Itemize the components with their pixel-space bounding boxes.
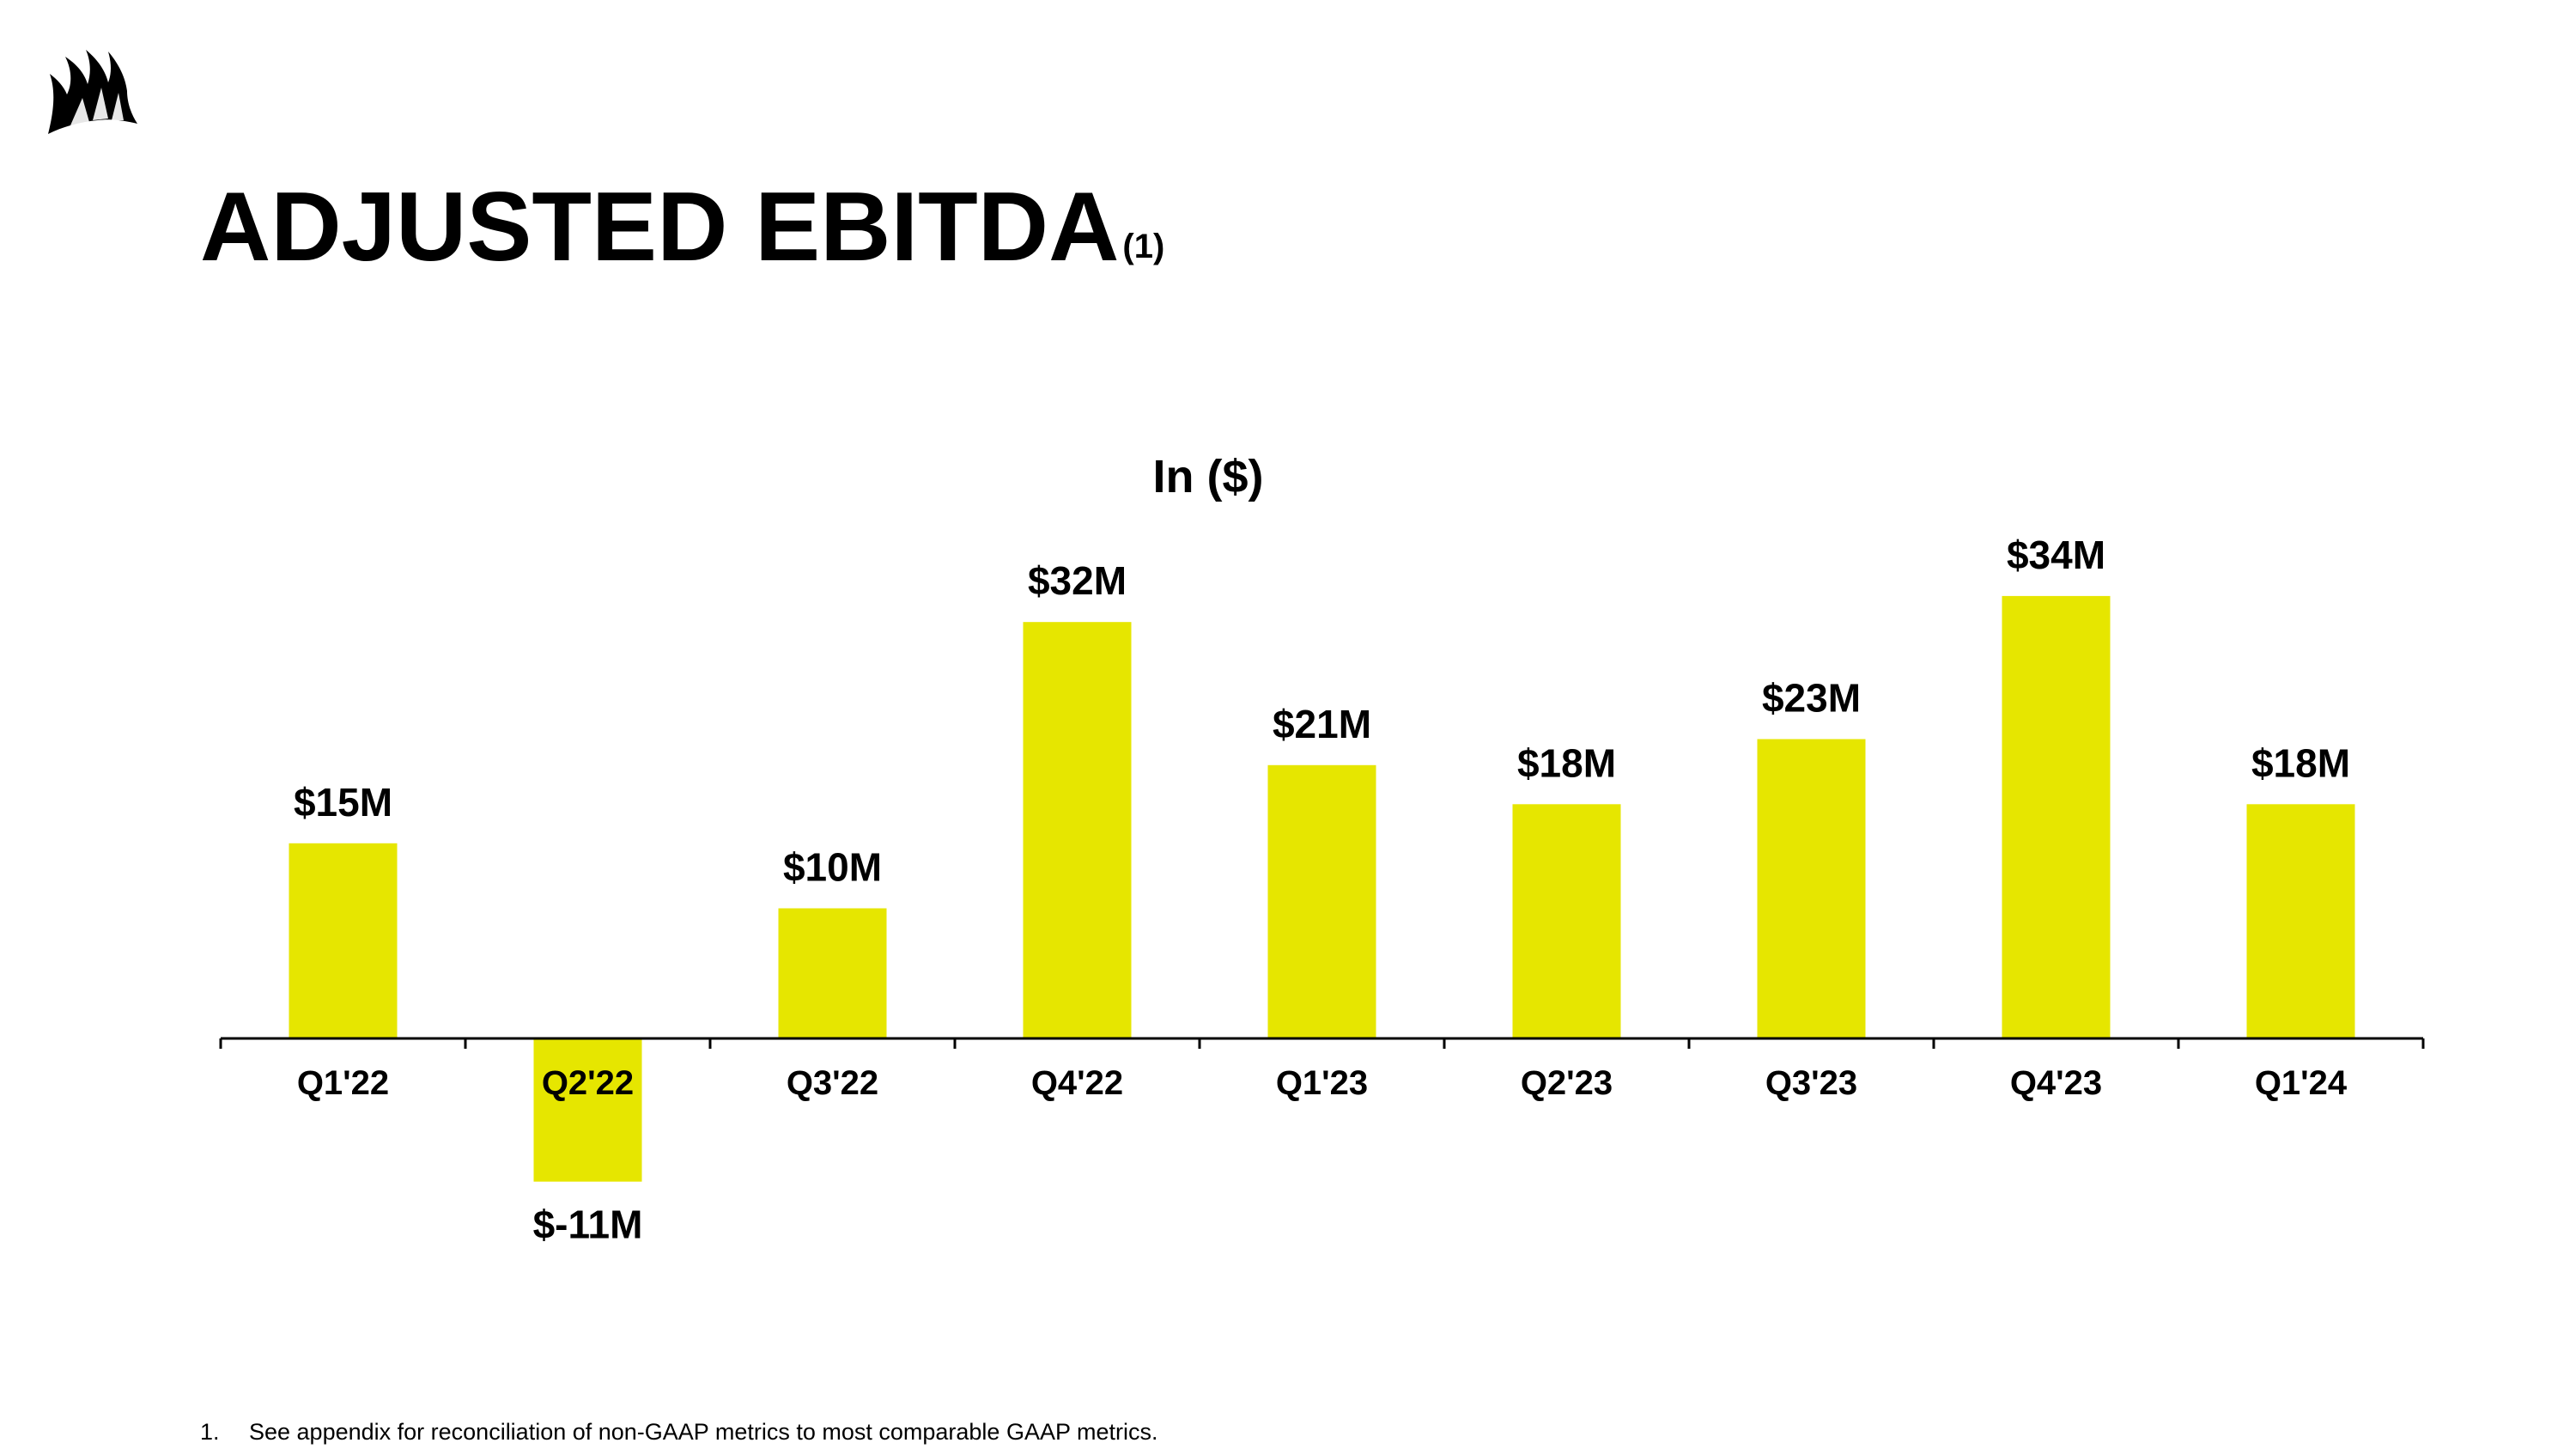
bar-3 <box>1023 622 1132 1038</box>
data-labels: $15M $-11M $10M $32M $21M $18M $23M $34M $18M <box>294 533 2350 1247</box>
x-axis-tick-labels: Q1'22 Q2'22 Q3'22 Q4'22 Q1'23 Q2'23 Q3'23 Q4'23… <box>297 1064 2348 1102</box>
bar-2 <box>778 908 887 1038</box>
x-tick-label-1: Q2'22 <box>542 1064 634 1102</box>
data-label-1: $-11M <box>533 1202 643 1247</box>
x-tick-label-4: Q1'23 <box>1276 1064 1368 1102</box>
bar-1 <box>533 1038 642 1182</box>
bar-5 <box>1512 804 1621 1038</box>
data-label-0: $15M <box>294 780 392 825</box>
chart-title: In ($) <box>1153 451 1264 502</box>
data-label-4: $21M <box>1273 702 1371 746</box>
x-tick-label-8: Q1'24 <box>2255 1064 2348 1102</box>
bar-6 <box>1757 739 1866 1038</box>
footnote-number: 1. <box>200 1419 220 1445</box>
data-label-6: $23M <box>1762 676 1861 721</box>
sail-logo-icon <box>48 50 137 134</box>
x-tick-label-2: Q3'22 <box>787 1064 878 1102</box>
data-label-7: $34M <box>2007 533 2105 577</box>
title-footnote-marker: (1) <box>1122 228 1165 265</box>
bar-4 <box>1267 764 1376 1038</box>
page-title-text: ADJUSTED EBITDA <box>200 173 1120 282</box>
footnote: 1. See appendix for reconciliation of non… <box>200 1418 1157 1446</box>
data-label-3: $32M <box>1028 558 1127 603</box>
data-label-8: $18M <box>2251 740 2350 785</box>
x-tick-label-0: Q1'22 <box>297 1064 389 1102</box>
x-axis <box>219 1037 2425 1049</box>
footnote-text: See appendix for reconciliation of non-G… <box>249 1419 1158 1445</box>
bar-8 <box>2246 804 2355 1038</box>
x-tick-label-5: Q2'23 <box>1521 1064 1613 1102</box>
data-label-5: $18M <box>1517 740 1616 785</box>
data-label-2: $10M <box>783 845 882 890</box>
bar-group <box>289 595 2355 1182</box>
x-tick-label-7: Q4'23 <box>2010 1064 2102 1102</box>
x-tick-label-3: Q4'22 <box>1031 1064 1123 1102</box>
page-title: ADJUSTED EBITDA (1) <box>200 172 1164 283</box>
x-tick-label-6: Q3'23 <box>1765 1064 1857 1102</box>
bar-7 <box>2002 595 2111 1038</box>
bar-0 <box>289 843 398 1039</box>
